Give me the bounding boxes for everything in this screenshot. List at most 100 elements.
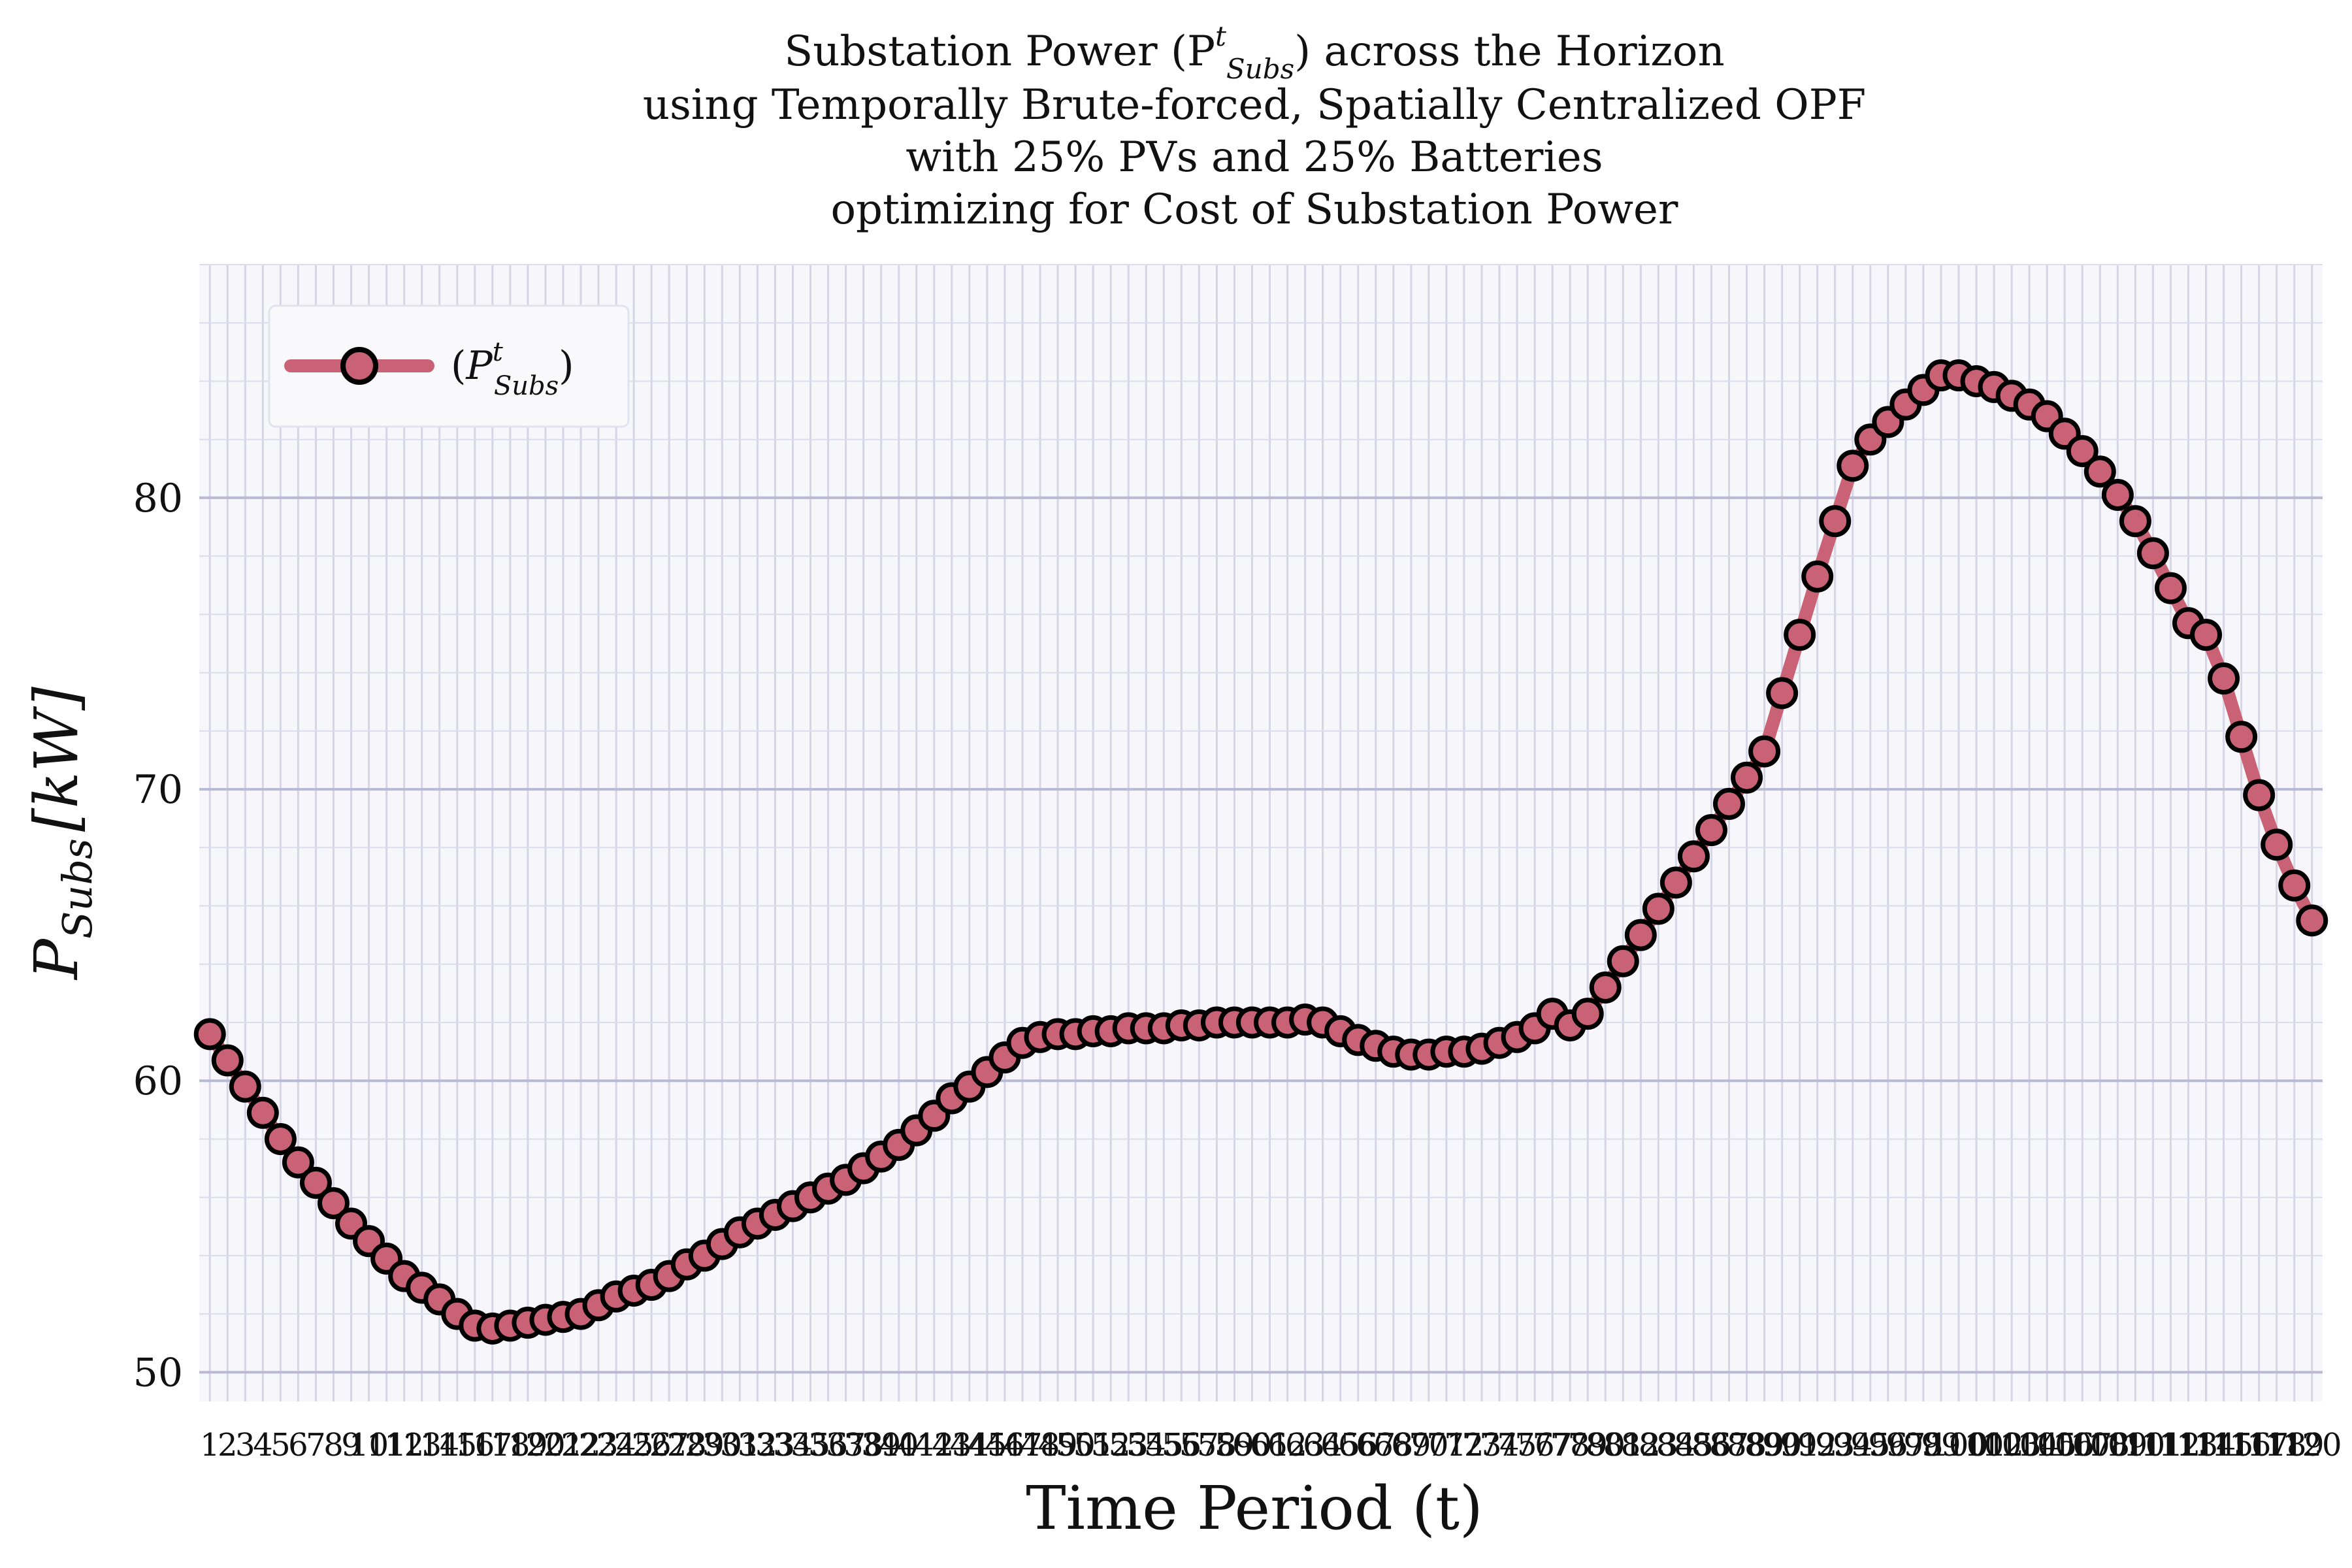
x-tick-label: 83 [1639, 1427, 1678, 1463]
chart-title-line-3: with 25% PVs and 25% Batteries [906, 133, 1603, 182]
x-tick-label: 112 [2141, 1427, 2201, 1463]
data-point [1801, 560, 1834, 593]
x-tick-label: 14 [419, 1427, 459, 1463]
x-tick-label: 104 [1999, 1427, 2059, 1463]
data-point [2136, 537, 2169, 570]
x-tick-label: 120 [2282, 1427, 2342, 1463]
x-tick-label: 31 [720, 1427, 760, 1463]
data-point [1837, 449, 1869, 482]
data-point [1748, 735, 1781, 768]
y-axis-label: PSubs [kW] [22, 687, 101, 981]
legend: (Pt Subs) [268, 304, 630, 428]
data-point [299, 1166, 332, 1199]
x-tick-label: 91 [1780, 1427, 1820, 1463]
data-point [2083, 455, 2116, 488]
data-point [1713, 787, 1746, 820]
x-tick-label: 9 [341, 1427, 361, 1463]
x-tick-label: 51 [1073, 1427, 1113, 1463]
data-point [211, 1044, 244, 1077]
x-tick-label: 56 [1162, 1427, 1201, 1463]
x-tick-label: 84 [1656, 1427, 1696, 1463]
x-tick-label: 22 [561, 1427, 600, 1463]
x-tick-label: 53 [1109, 1427, 1149, 1463]
x-tick-label: 115 [2194, 1427, 2254, 1463]
x-tick-label: 116 [2212, 1427, 2272, 1463]
x-tick-label: 59 [1215, 1427, 1254, 1463]
x-tick-label: 86 [1691, 1427, 1731, 1463]
x-tick-label: 117 [2229, 1427, 2289, 1463]
y-tick-label: 70 [133, 767, 183, 813]
x-tick-label: 73 [1462, 1427, 1501, 1463]
x-tick-label: 46 [985, 1427, 1024, 1463]
data-point [1766, 677, 1799, 710]
x-tick-label: 16 [455, 1427, 495, 1463]
x-tick-label: 77 [1533, 1427, 1573, 1463]
data-point [229, 1070, 261, 1103]
x-tick-label: 74 [1479, 1427, 1519, 1463]
x-tick-label: 97 [1886, 1427, 1925, 1463]
x-tick-label: 48 [1020, 1427, 1060, 1463]
x-tick-label: 27 [649, 1427, 689, 1463]
data-point [1784, 619, 1816, 651]
data-point [1607, 945, 1639, 977]
x-tick-label: 103 [1982, 1427, 2042, 1463]
x-tick-label: 5 [270, 1427, 291, 1463]
x-tick-label: 61 [1250, 1427, 1290, 1463]
data-point [2296, 904, 2328, 937]
x-tick-label: 70 [1409, 1427, 1448, 1463]
x-tick-label: 66 [1338, 1427, 1378, 1463]
data-point [193, 1018, 226, 1051]
x-axis-label: Time Period (t) [1026, 1473, 1483, 1543]
x-tick-label: 92 [1797, 1427, 1837, 1463]
x-tick-label: 102 [1964, 1427, 2024, 1463]
x-tick-label: 119 [2264, 1427, 2325, 1463]
data-point [1695, 814, 1727, 847]
x-tick-label: 107 [2052, 1427, 2112, 1463]
x-tick-label: 43 [932, 1427, 972, 1463]
data-point [1819, 505, 1852, 538]
x-tick-label: 2 [218, 1427, 238, 1463]
x-tick-label: 106 [2034, 1427, 2095, 1463]
x-tick-label: 12 [384, 1427, 424, 1463]
y-axis-ticks: 50 60 70 80 [133, 476, 183, 1396]
x-tick-label: 32 [738, 1427, 777, 1463]
x-tick-label: 93 [1815, 1427, 1855, 1463]
x-tick-label: 29 [685, 1427, 725, 1463]
x-tick-label: 11 [367, 1427, 406, 1463]
x-tick-label: 78 [1550, 1427, 1590, 1463]
legend-marker [340, 347, 378, 385]
x-tick-label: 82 [1621, 1427, 1661, 1463]
x-tick-label: 54 [1126, 1427, 1166, 1463]
x-tick-label: 23 [579, 1427, 619, 1463]
data-point [317, 1187, 350, 1220]
x-tick-label: 21 [543, 1427, 583, 1463]
y-tick-label: 60 [133, 1058, 183, 1104]
data-point [2278, 869, 2311, 902]
chart-title-line-2: using Temporally Brute-forced, Spatially… [643, 81, 1866, 129]
x-tick-label: 90 [1762, 1427, 1802, 1463]
x-tick-label: 39 [861, 1427, 901, 1463]
data-point [246, 1096, 279, 1129]
x-tick-label: 45 [967, 1427, 1007, 1463]
x-tick-label: 60 [1232, 1427, 1272, 1463]
x-tick-label: 71 [1426, 1427, 1466, 1463]
x-tick-label: 37 [826, 1427, 866, 1463]
x-tick-label: 52 [1091, 1427, 1131, 1463]
data-point [2261, 828, 2293, 861]
data-point [1589, 971, 1622, 1004]
x-tick-label: 80 [1586, 1427, 1625, 1463]
x-tick-label: 38 [843, 1427, 883, 1463]
x-tick-label: 26 [632, 1427, 672, 1463]
x-tick-label: 6 [288, 1427, 308, 1463]
chart-title-line-1: Substation Power (PtSubs) across the Hor… [784, 20, 1724, 85]
x-tick-label: 15 [437, 1427, 477, 1463]
y-tick-label: 50 [133, 1350, 183, 1396]
data-point [2208, 662, 2240, 695]
data-point [2101, 478, 2134, 511]
x-tick-label: 28 [667, 1427, 707, 1463]
x-tick-label: 63 [1285, 1427, 1325, 1463]
x-tick-label: 105 [2017, 1427, 2077, 1463]
data-point [2154, 572, 2187, 604]
data-point [282, 1146, 314, 1179]
x-tick-label: 35 [791, 1427, 830, 1463]
